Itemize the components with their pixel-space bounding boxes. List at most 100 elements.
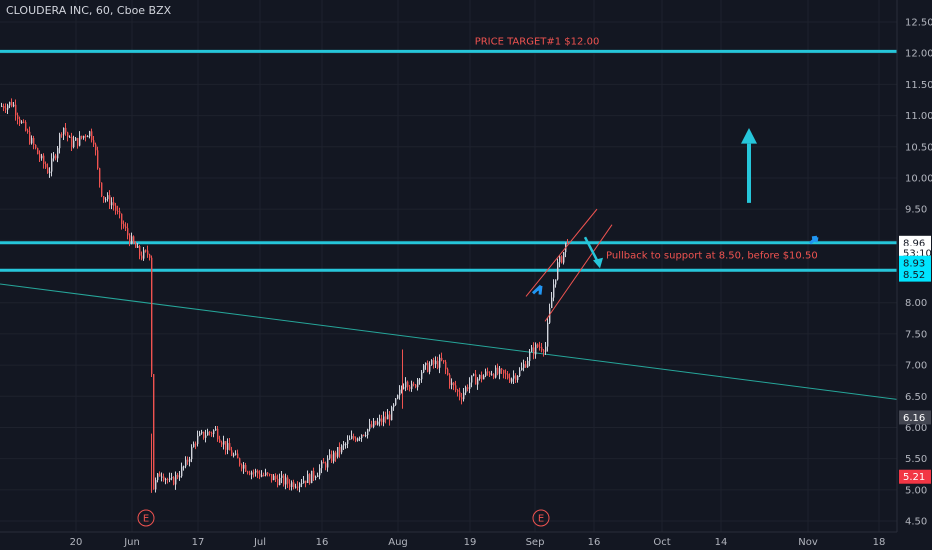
- candle-body: [545, 346, 547, 352]
- candle-body: [291, 482, 293, 487]
- candle-body: [145, 250, 147, 252]
- x-tick-label: 20: [70, 537, 83, 548]
- candle-body: [567, 242, 569, 244]
- horizontal-levels[interactable]: [0, 49, 897, 272]
- candle-body: [341, 445, 343, 453]
- y-tick-label: 5.50: [905, 454, 927, 465]
- x-tick-label: 18: [873, 537, 886, 548]
- candle-body: [471, 375, 473, 383]
- candle-body: [353, 436, 355, 439]
- candle-body: [57, 148, 59, 159]
- x-tick-label: Oct: [653, 537, 670, 548]
- candle-body: [59, 134, 61, 149]
- candle-body: [513, 375, 515, 379]
- candle-body: [207, 431, 209, 436]
- candle-body: [237, 453, 239, 459]
- candle-body: [499, 368, 501, 374]
- candle-body: [431, 360, 433, 365]
- candle-body: [187, 459, 189, 462]
- candle-body: [509, 378, 511, 382]
- candle-body: [141, 255, 143, 259]
- candle-body: [357, 438, 359, 441]
- candle-body: [275, 475, 277, 479]
- candle-body: [373, 420, 375, 427]
- candle-body: [105, 199, 107, 201]
- candle-body: [393, 404, 395, 408]
- y-tick-label: 12.50: [905, 18, 932, 29]
- candle-body: [71, 136, 73, 148]
- price-badge-label: 53:10: [903, 248, 932, 259]
- candle-body: [73, 140, 75, 148]
- candle-body: [125, 226, 127, 229]
- long-trendline: [0, 283, 898, 400]
- candle-body: [135, 243, 137, 248]
- price-axis[interactable]: 4.505.005.506.006.507.007.508.008.509.00…: [896, 0, 932, 532]
- candle-body: [461, 397, 463, 400]
- candle-body: [171, 477, 173, 479]
- candle-body: [449, 374, 451, 386]
- y-tick-label: 7.00: [905, 361, 927, 372]
- annotations: PRICE TARGET#1 $12.00 Pullback to support…: [475, 36, 818, 261]
- candle-body: [531, 347, 533, 352]
- earnings-marker-icon[interactable]: [532, 509, 550, 527]
- candle-body: [299, 483, 301, 487]
- candle-body: [377, 421, 379, 425]
- candle-body: [45, 163, 47, 168]
- candle-body: [195, 443, 197, 445]
- candle-body: [401, 388, 403, 390]
- earnings-marker-icon[interactable]: [137, 509, 155, 527]
- time-axis[interactable]: 20 Jun 17 Jul 16 Aug 19 Sep 16 Oct 14 Nov 18: [0, 531, 897, 548]
- candle-body: [365, 435, 367, 437]
- candle-body: [223, 441, 225, 445]
- price-badge-label: 8.96: [903, 238, 925, 249]
- candle-body: [39, 154, 41, 159]
- candle-body: [31, 138, 33, 144]
- candle-body: [487, 371, 489, 373]
- candle-body: [387, 414, 389, 420]
- candle-body: [283, 475, 285, 485]
- y-tick-label: 11.00: [905, 111, 932, 122]
- candle-body: [515, 375, 517, 380]
- candle-body: [391, 407, 393, 421]
- candle-body: [121, 213, 123, 225]
- y-tick-label: 5.00: [905, 485, 927, 496]
- candle-body: [259, 473, 261, 477]
- candle-body: [419, 379, 421, 381]
- candle-body: [83, 135, 85, 138]
- candle-body: [181, 466, 183, 477]
- price-badge-label: 8.93: [903, 258, 925, 269]
- candle-body: [463, 392, 465, 400]
- candle-body: [327, 458, 329, 468]
- candle-body: [95, 144, 97, 151]
- candle-body: [563, 252, 565, 263]
- candle-body: [439, 357, 441, 368]
- candle-body: [97, 150, 99, 169]
- candle-body: [147, 250, 149, 255]
- candle-body: [23, 121, 25, 123]
- candle-body: [137, 246, 139, 248]
- candle-body: [371, 424, 373, 427]
- candle-body: [255, 470, 257, 473]
- x-tick-label: Jul: [253, 537, 266, 548]
- candle-body: [53, 155, 55, 159]
- candle-body: [427, 362, 429, 372]
- pullback-arrow-head: [593, 257, 603, 269]
- candle-body: [317, 475, 319, 477]
- candle-body: [521, 367, 523, 371]
- candle-body: [287, 477, 289, 484]
- candle-body: [493, 374, 495, 378]
- candle-body: [297, 486, 299, 488]
- candle-body: [433, 360, 435, 365]
- candle-body: [541, 347, 543, 351]
- x-tick-label: 17: [192, 537, 205, 548]
- candle-body: [33, 138, 35, 145]
- candle-body: [441, 357, 443, 361]
- candle-body: [99, 168, 101, 183]
- candle-body: [447, 369, 449, 375]
- candle-body: [261, 474, 263, 477]
- candle-body: [91, 131, 93, 141]
- candle-body: [477, 378, 479, 385]
- candle-body: [119, 211, 121, 214]
